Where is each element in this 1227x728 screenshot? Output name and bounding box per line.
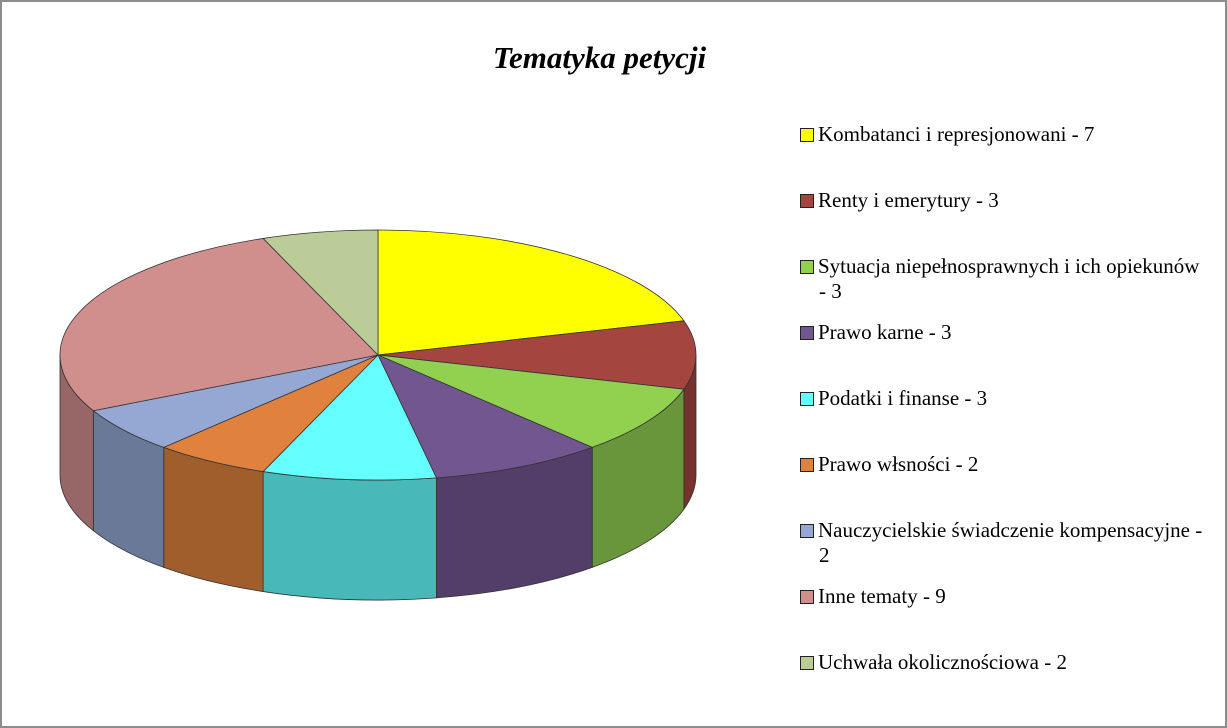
legend-label: Kombatanci i represjonowani - 7 (818, 122, 1095, 146)
legend-item: Renty i emerytury - 3 (800, 188, 1209, 213)
slice (377, 229, 685, 356)
legend-label: Prawo karne - 3 (818, 320, 952, 344)
slice (262, 354, 438, 481)
legend-swatch (800, 392, 814, 406)
slice (59, 238, 379, 412)
legend-label: Sytuacja niepełnosprawnych i ich opiekun… (818, 254, 1200, 303)
legend-item: Prawo karne - 3 (800, 320, 1209, 345)
legend-item: Inne tematy - 9 (800, 584, 1209, 609)
legend-label: Inne tematy - 9 (818, 584, 946, 608)
legend-item: Nauczycielskie świadczenie kompensacyjne… (800, 518, 1209, 568)
legend-swatch (800, 260, 814, 274)
slice-side (262, 471, 437, 601)
legend-swatch (800, 194, 814, 208)
legend-label: Renty i emerytury - 3 (818, 188, 999, 212)
legend-label: Nauczycielskie świadczenie kompensacyjne… (818, 518, 1203, 567)
legend-item: Prawo włsności - 2 (800, 452, 1209, 477)
slice (377, 354, 685, 448)
legend-item: Uchwała okolicznościowa - 2 (800, 650, 1209, 675)
legend-swatch (800, 326, 814, 340)
legend-label: Uchwała okolicznościowa - 2 (818, 650, 1067, 674)
legend-item: Sytuacja niepełnosprawnych i ich opiekun… (800, 254, 1209, 304)
legend-item: Kombatanci i represjonowani - 7 (800, 122, 1209, 147)
slice (262, 229, 379, 356)
legend-swatch (800, 458, 814, 472)
legend-label: Podatki i finanse - 3 (818, 386, 988, 410)
legend-swatch (800, 590, 814, 604)
legend-label: Prawo włsności - 2 (818, 452, 979, 476)
legend-swatch (800, 524, 814, 538)
chart-title: Tematyka petycji (492, 40, 707, 75)
legend-item: Podatki i finanse - 3 (800, 386, 1209, 411)
legend-swatch (800, 656, 814, 670)
legend-swatch (800, 128, 814, 142)
slice (377, 354, 594, 479)
slice (377, 320, 697, 390)
